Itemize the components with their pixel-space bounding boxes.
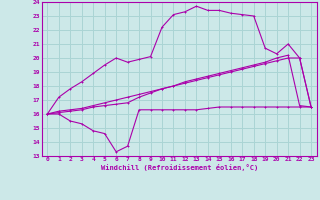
X-axis label: Windchill (Refroidissement éolien,°C): Windchill (Refroidissement éolien,°C) [100,164,258,171]
